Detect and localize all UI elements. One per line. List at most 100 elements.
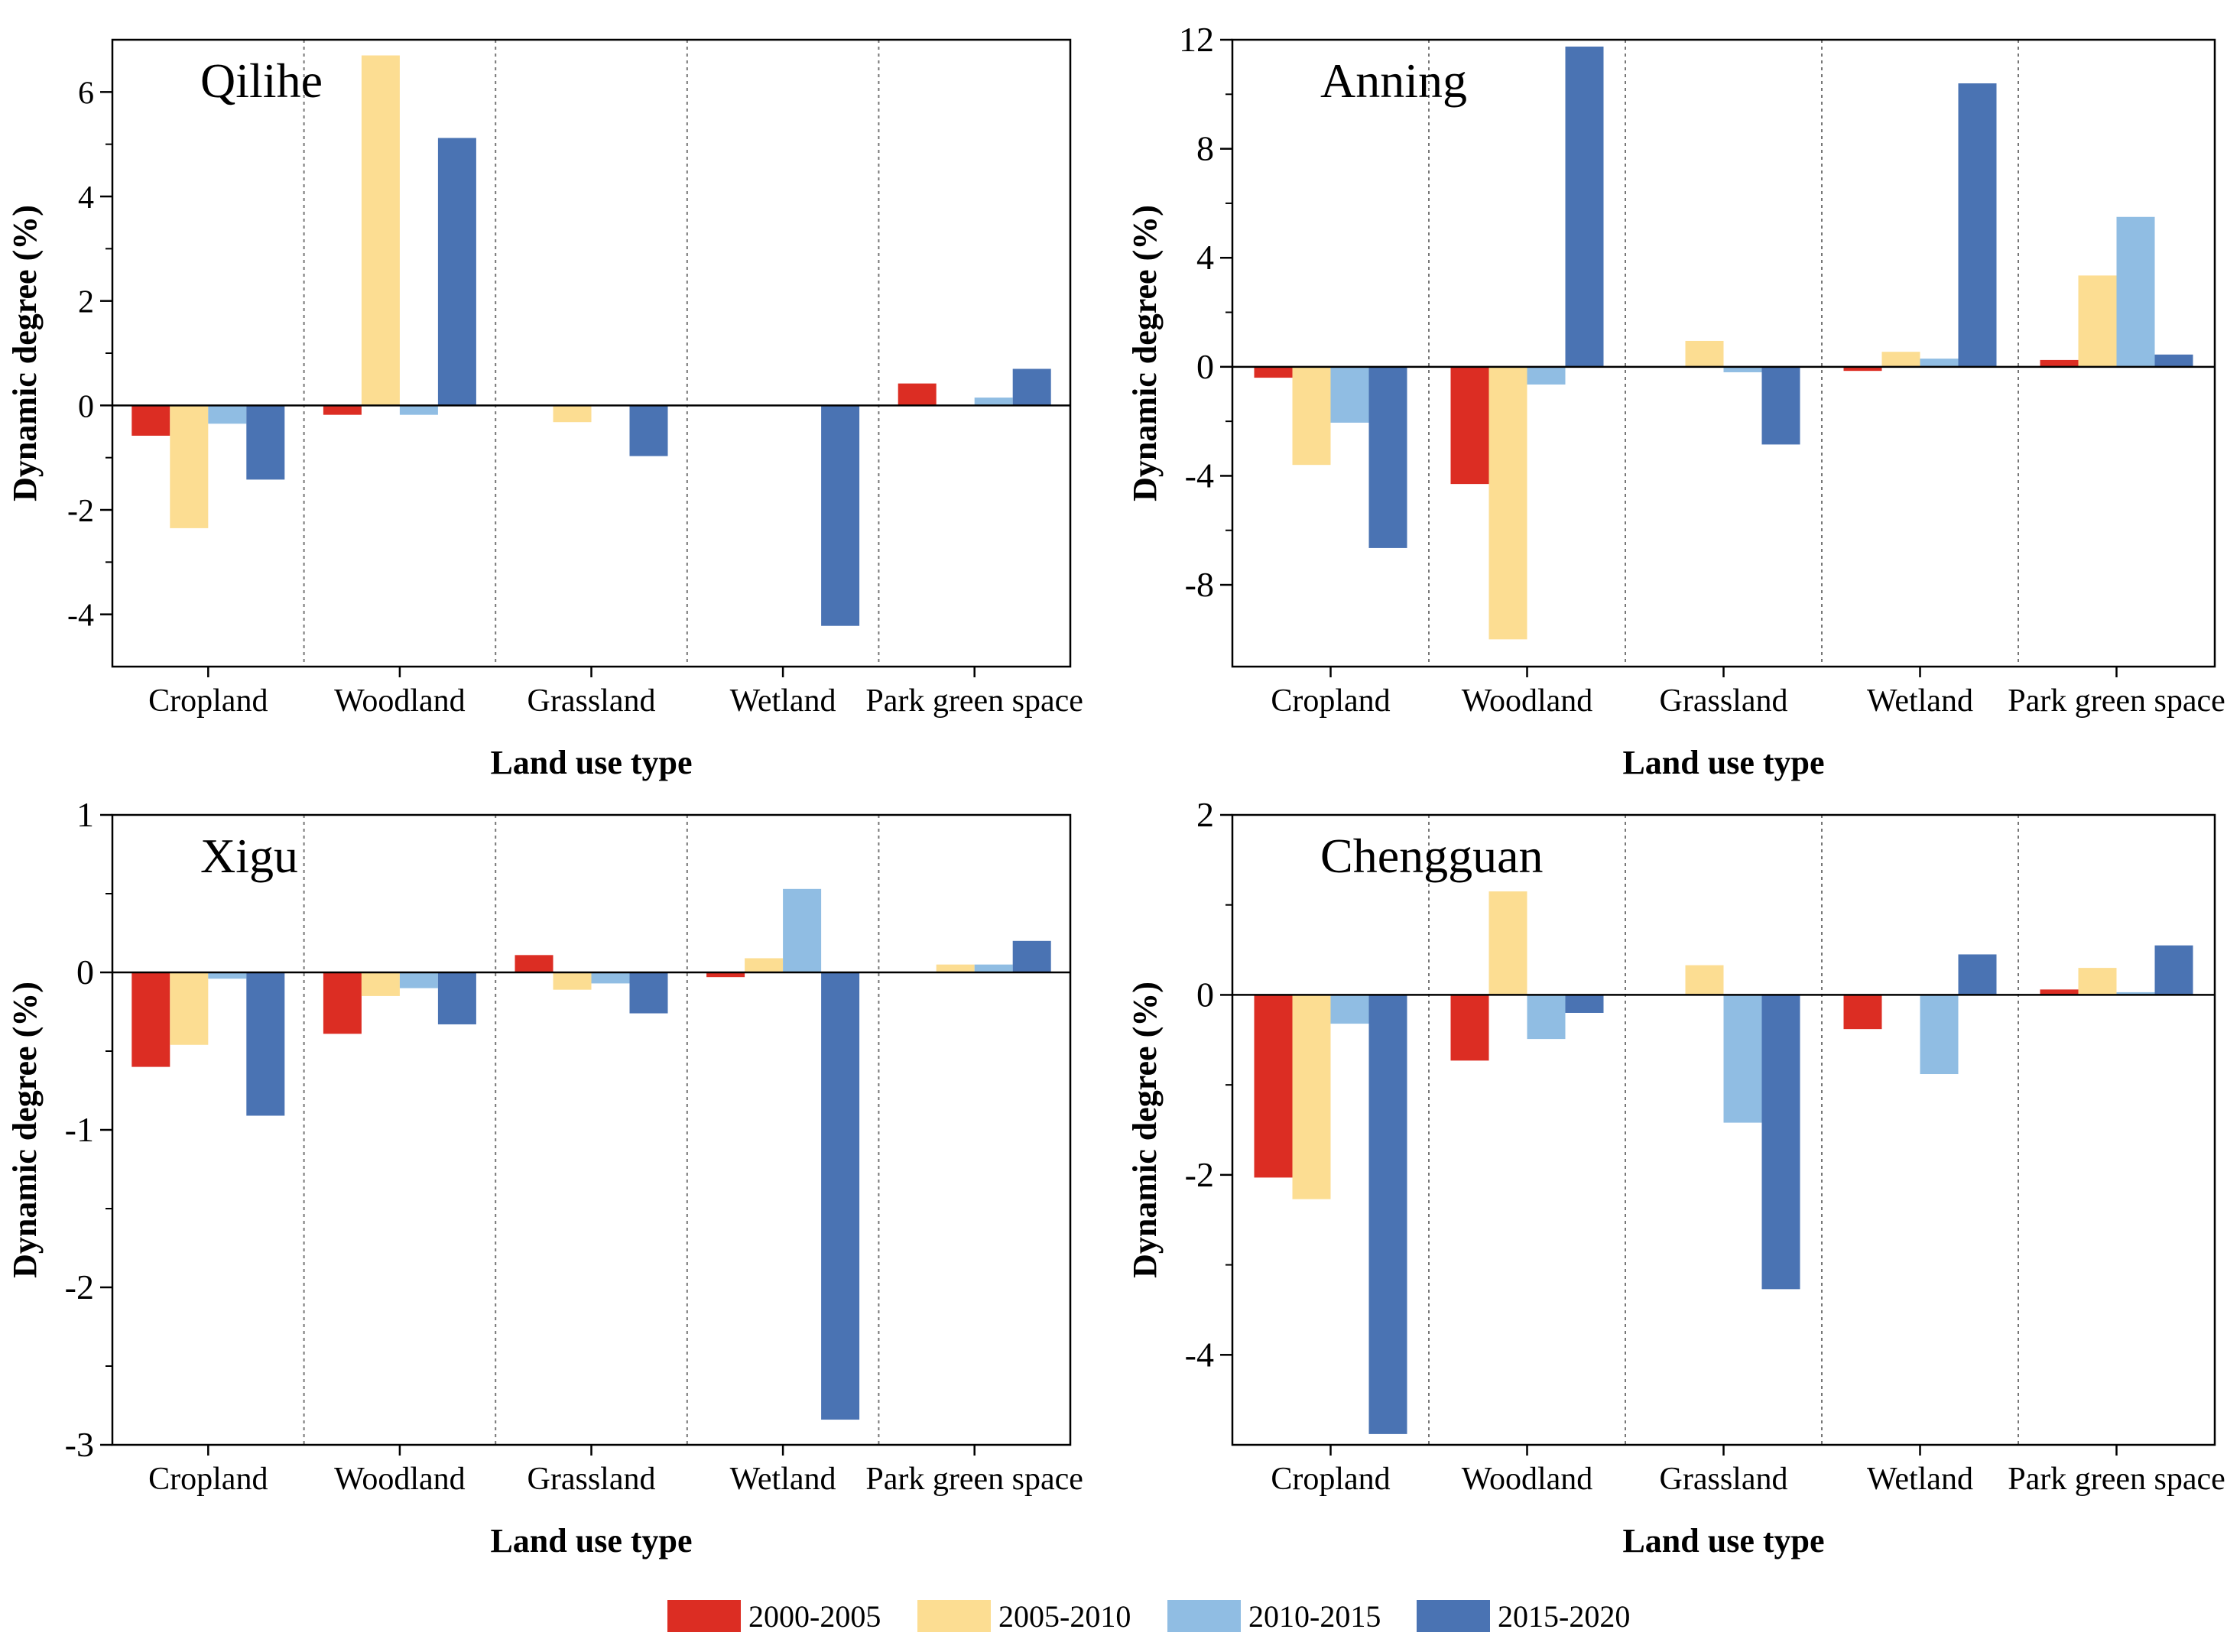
bar-woodland-2010-2015 [399, 405, 438, 415]
bar-woodland-2010-2015 [399, 972, 438, 988]
bar-wetland-2010-2015 [1920, 995, 1959, 1075]
bar-wetland-2015-2020 [1958, 83, 1997, 367]
y-tick-label: 1 [76, 795, 94, 834]
bar-cropland-2000-2005 [1254, 995, 1293, 1178]
bar-woodland-2000-2005 [323, 972, 362, 1034]
bar-cropland-2000-2005 [131, 405, 170, 436]
legend: 2000-2005 2005-2010 2010-2015 2015-2020 [667, 1599, 1630, 1634]
panel-title: Chengguan [1320, 829, 1544, 883]
bar-woodland-2015-2020 [437, 972, 476, 1024]
bar-cropland-2010-2015 [208, 405, 247, 424]
bar-wetland-2005-2010 [1881, 352, 1920, 367]
bar-woodland-2015-2020 [437, 138, 476, 406]
bar-grassland-2015-2020 [1761, 995, 1800, 1290]
legend-label: 2005-2010 [998, 1599, 1131, 1634]
y-tick-label: -2 [1185, 1155, 1214, 1194]
chart-panel-chengguan: -4 -2 0 2 Cropland Woodland Grassland Wetland Pa… [1126, 795, 2225, 1560]
bar-grassland-2005-2010 [553, 405, 592, 423]
bar-park-green-space-2000-2005 [2040, 359, 2079, 367]
legend-swatch [1417, 1600, 1490, 1632]
y-tick-label: 12 [1179, 20, 1214, 59]
bar-park-green-space-2015-2020 [2154, 354, 2193, 367]
bar-park-green-space-2005-2010 [2078, 275, 2117, 367]
x-axis-title: Land use type [490, 744, 692, 781]
bar-park-green-space-2015-2020 [1012, 940, 1051, 972]
legend-item: 2005-2010 [917, 1599, 1131, 1634]
bar-grassland-2010-2015 [1723, 366, 1762, 372]
bar-grassland-2000-2005 [515, 955, 554, 972]
bar-park-green-space-2000-2005 [2040, 989, 2079, 995]
bar-wetland-2010-2015 [783, 888, 822, 972]
chart-panel-qilihe: -4 -2 0 2 4 6 Cropland Woodland Grassland Wetland… [6, 38, 1083, 781]
y-axis-title: Dynamic degree (%) [1126, 982, 1164, 1278]
bar-woodland-2015-2020 [1565, 46, 1604, 367]
bar-grassland-2015-2020 [1761, 366, 1800, 445]
y-tick-label: 4 [1196, 238, 1214, 277]
x-tick-label: Grassland [1660, 1462, 1788, 1497]
x-tick-label: Park green space [2008, 1462, 2225, 1497]
bar-grassland-2015-2020 [629, 972, 668, 1014]
bar-grassland-2010-2015 [1723, 995, 1762, 1123]
legend-swatch [667, 1600, 741, 1632]
bar-wetland-2015-2020 [1958, 954, 1997, 995]
bar-woodland-2005-2010 [1488, 891, 1527, 995]
x-tick-label: Park green space [865, 683, 1083, 719]
panel-title: Qilihe [200, 54, 323, 108]
bar-woodland-2000-2005 [323, 405, 362, 415]
y-tick-label: -4 [1185, 1335, 1214, 1374]
legend-swatch [1167, 1600, 1241, 1632]
panel-title: Anning [1320, 54, 1467, 108]
y-tick-label: 2 [78, 285, 94, 320]
x-tick-label: Woodland [334, 1462, 466, 1497]
legend-swatch [917, 1600, 991, 1632]
bar-grassland-2005-2010 [553, 972, 592, 990]
bar-wetland-2010-2015 [1920, 359, 1959, 367]
y-tick-label: 8 [1196, 129, 1214, 168]
y-tick-label: 0 [78, 389, 94, 424]
bar-cropland-2015-2020 [1368, 995, 1407, 1434]
bar-park-green-space-2015-2020 [2154, 945, 2193, 995]
y-axis-title: Dynamic degree (%) [6, 205, 44, 501]
x-tick-label: Grassland [528, 1462, 656, 1497]
legend-item: 2000-2005 [667, 1599, 881, 1634]
plot-frame [111, 813, 1072, 1446]
x-tick-label: Wetland [1867, 1462, 1973, 1497]
bar-cropland-2005-2010 [170, 405, 209, 528]
y-tick-label: 0 [76, 953, 94, 992]
bar-park-green-space-2000-2005 [898, 383, 937, 406]
y-tick-label: -8 [1185, 565, 1214, 604]
bar-park-green-space-2005-2010 [936, 964, 975, 972]
x-tick-label: Woodland [1462, 683, 1593, 719]
x-axis-title: Land use type [1622, 744, 1824, 781]
bar-grassland-2005-2010 [1685, 340, 1724, 367]
x-tick-label: Grassland [528, 683, 656, 719]
bar-wetland-2005-2010 [745, 958, 784, 972]
bar-park-green-space-2010-2015 [974, 398, 1013, 406]
legend-label: 2010-2015 [1248, 1599, 1381, 1634]
bar-woodland-2010-2015 [1527, 995, 1566, 1040]
bar-park-green-space-2010-2015 [974, 964, 1013, 972]
y-tick-label: 4 [78, 180, 94, 216]
legend-item: 2010-2015 [1167, 1599, 1381, 1634]
x-axis-title: Land use type [490, 1522, 692, 1560]
bar-cropland-2005-2010 [1292, 995, 1331, 1199]
bar-park-green-space-2005-2010 [2078, 968, 2117, 995]
bar-wetland-2000-2005 [1843, 995, 1882, 1030]
y-tick-label: 0 [1196, 975, 1214, 1014]
bar-grassland-2015-2020 [629, 405, 668, 456]
legend-label: 2015-2020 [1498, 1599, 1630, 1634]
x-tick-label: Cropland [148, 1462, 268, 1497]
bar-cropland-2005-2010 [1292, 366, 1331, 466]
y-tick-label: -4 [67, 599, 94, 634]
y-tick-label: -2 [67, 494, 94, 529]
y-axis-title: Dynamic degree (%) [1126, 205, 1164, 501]
x-tick-label: Wetland [730, 683, 836, 719]
y-tick-label: 0 [1196, 347, 1214, 386]
bar-woodland-2005-2010 [1488, 366, 1527, 640]
x-tick-label: Cropland [1271, 683, 1390, 719]
y-tick-label: -3 [65, 1425, 94, 1464]
bar-cropland-2010-2015 [208, 972, 247, 979]
x-tick-label: Park green space [2008, 683, 2225, 719]
y-tick-label: -1 [65, 1110, 94, 1149]
